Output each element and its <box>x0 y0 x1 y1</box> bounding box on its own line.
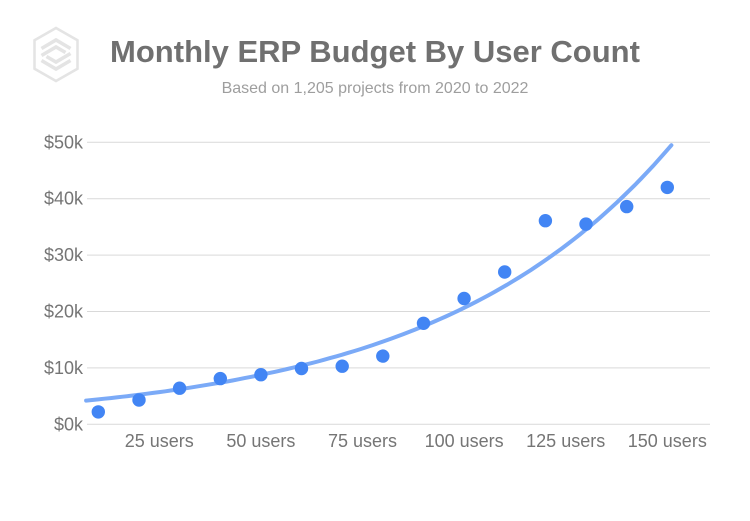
chart-subtitle: Based on 1,205 projects from 2020 to 202… <box>221 80 529 97</box>
logo-chevron-top <box>40 37 72 51</box>
x-axis-label: 50 users <box>226 431 295 451</box>
y-axis-label: $50k <box>44 132 84 152</box>
data-point <box>172 381 187 395</box>
y-axis-label: $10k <box>44 358 84 378</box>
x-axis-label: 125 users <box>526 431 605 451</box>
y-axis-label: $30k <box>44 245 84 265</box>
y-axis-label: $0k <box>54 414 84 434</box>
x-axis-label: 25 users <box>125 431 194 451</box>
data-point <box>457 291 471 306</box>
data-point <box>132 393 146 407</box>
y-axis-label: $40k <box>44 189 84 209</box>
data-point <box>416 316 431 330</box>
x-axis-label: 75 users <box>328 431 397 451</box>
data-point <box>294 361 309 376</box>
logo-chevron-lower-inner <box>45 51 72 65</box>
logo-chevron-bottom <box>40 58 72 72</box>
x-axis-label: 100 users <box>425 431 504 451</box>
data-point <box>376 349 390 363</box>
data-point <box>91 405 106 419</box>
brand-hexagon-s-logo-icon <box>33 26 79 83</box>
data-point <box>538 214 553 228</box>
data-point <box>620 199 634 214</box>
data-point <box>498 265 512 279</box>
trendline <box>84 143 674 403</box>
data-point <box>213 371 227 386</box>
data-point <box>254 368 268 382</box>
x-axis-label: 150 users <box>628 431 707 451</box>
data-point <box>579 217 593 231</box>
logo-chevron-upper-inner <box>40 44 67 58</box>
logo-hexagon-outline <box>33 26 79 83</box>
y-axis-label: $20k <box>44 302 84 322</box>
chart-title: Monthly ERP Budget By User Count <box>110 34 640 69</box>
data-point <box>660 180 674 195</box>
data-point <box>335 359 349 373</box>
